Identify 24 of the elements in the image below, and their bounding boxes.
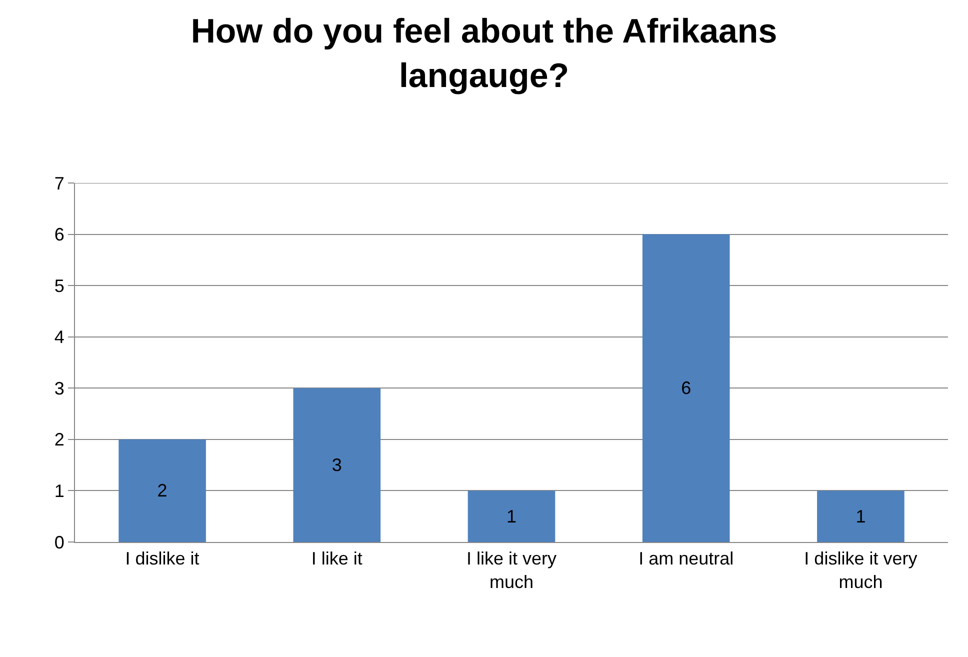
y-tick-label: 1 [54, 481, 64, 502]
x-tick-label: I like it [311, 548, 362, 569]
bar [468, 490, 556, 542]
bar [817, 490, 904, 542]
data-label: 2 [157, 480, 168, 501]
data-label: 6 [681, 378, 692, 398]
y-tick-label: 5 [54, 276, 64, 296]
x-tick-label: I dislike it very much [804, 548, 918, 592]
x-tick-label: I dislike it [125, 548, 200, 569]
chart-title: How do you feel about the Afrikaans langauge? [190, 12, 778, 95]
bar [118, 439, 206, 542]
bar [293, 388, 381, 542]
data-label: 1 [856, 506, 866, 526]
y-tick-label: 6 [54, 224, 64, 245]
bar [642, 234, 730, 542]
y-tick-label: 4 [54, 327, 64, 348]
y-tick-label: 7 [54, 173, 64, 194]
data-label: 3 [332, 455, 342, 476]
x-tick-label: I like it very much [466, 548, 557, 592]
y-tick-label: 0 [54, 532, 64, 552]
x-tick-label: I am neutral [638, 548, 734, 569]
y-tick-label: 3 [54, 378, 64, 398]
y-tick-label: 2 [54, 430, 64, 450]
data-label: 1 [506, 506, 517, 526]
